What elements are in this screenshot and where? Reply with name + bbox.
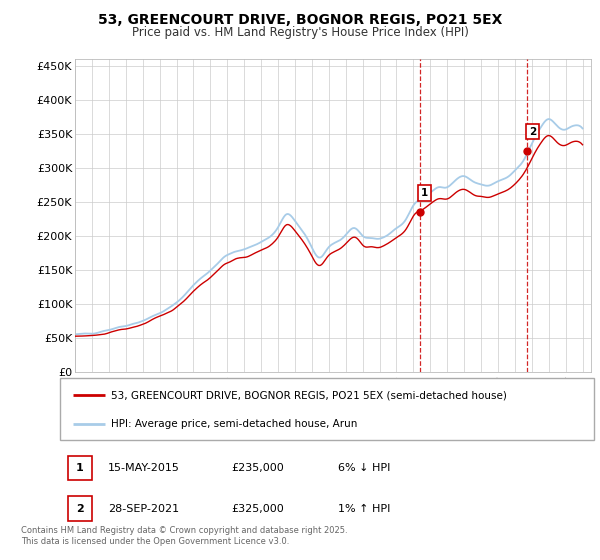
Text: HPI: Average price, semi-detached house, Arun: HPI: Average price, semi-detached house,… [111, 419, 357, 429]
Text: 53, GREENCOURT DRIVE, BOGNOR REGIS, PO21 5EX: 53, GREENCOURT DRIVE, BOGNOR REGIS, PO21… [98, 13, 502, 27]
Text: Price paid vs. HM Land Registry's House Price Index (HPI): Price paid vs. HM Land Registry's House … [131, 26, 469, 39]
Text: 2: 2 [529, 127, 536, 137]
FancyBboxPatch shape [68, 456, 92, 480]
Text: 53, GREENCOURT DRIVE, BOGNOR REGIS, PO21 5EX (semi-detached house): 53, GREENCOURT DRIVE, BOGNOR REGIS, PO21… [111, 390, 506, 400]
Point [415, 208, 424, 217]
Text: 1: 1 [76, 463, 84, 473]
Text: 28-SEP-2021: 28-SEP-2021 [108, 503, 179, 514]
FancyBboxPatch shape [60, 378, 594, 440]
Text: 2: 2 [76, 503, 84, 514]
Text: £325,000: £325,000 [231, 503, 284, 514]
Point [523, 146, 532, 155]
Text: 1% ↑ HPI: 1% ↑ HPI [338, 503, 390, 514]
Text: 6% ↓ HPI: 6% ↓ HPI [338, 463, 390, 473]
Text: £235,000: £235,000 [231, 463, 284, 473]
FancyBboxPatch shape [68, 496, 92, 521]
Text: 15-MAY-2015: 15-MAY-2015 [108, 463, 180, 473]
Text: 1: 1 [421, 188, 428, 198]
Text: Contains HM Land Registry data © Crown copyright and database right 2025.
This d: Contains HM Land Registry data © Crown c… [21, 526, 347, 546]
